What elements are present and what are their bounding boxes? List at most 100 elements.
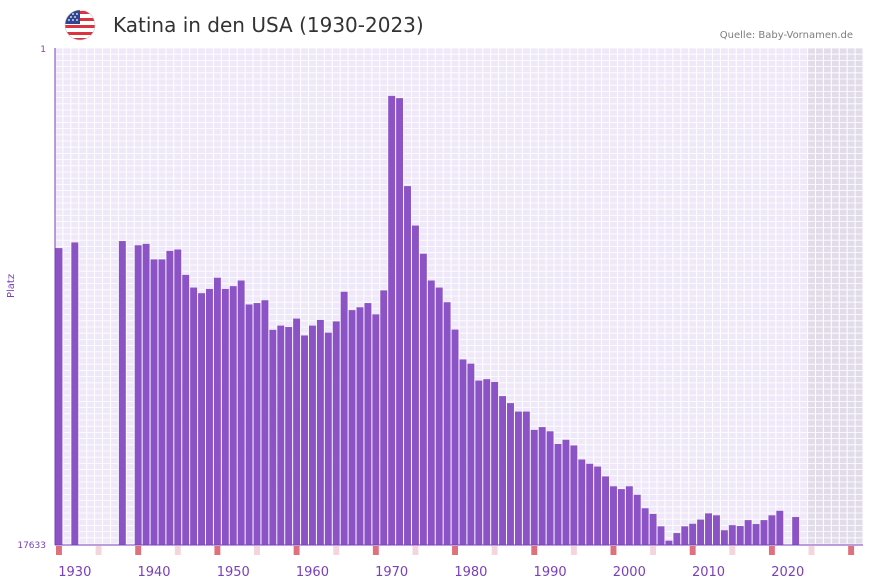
bar-1999 xyxy=(617,489,625,545)
x-tick-label-1930: 1930 xyxy=(58,565,91,580)
bar-1972 xyxy=(404,186,411,545)
bar-1944 xyxy=(182,274,190,545)
x-tick-label-1940: 1940 xyxy=(137,565,170,580)
bar-1983 xyxy=(491,381,499,545)
bar-1960 xyxy=(308,325,316,545)
bar-2006 xyxy=(673,533,681,545)
bar-1982 xyxy=(483,379,491,545)
bar-1959 xyxy=(301,335,308,545)
bar-1970 xyxy=(388,95,396,545)
usa-flag-icon xyxy=(64,9,96,41)
bar-2003 xyxy=(649,513,657,545)
bar-1928 xyxy=(55,248,63,545)
bar-1936 xyxy=(118,241,126,545)
bar-2018 xyxy=(768,515,776,545)
bar-1950 xyxy=(229,286,237,545)
bar-1966 xyxy=(356,307,364,545)
y-tick-label-bottom: 17633 xyxy=(17,541,46,551)
bar-1930 xyxy=(71,242,79,545)
bar-1980 xyxy=(467,363,475,545)
bar-1984 xyxy=(499,396,507,545)
bar-1989 xyxy=(538,427,546,545)
bar-1938 xyxy=(134,245,142,546)
bar-1997 xyxy=(602,476,610,545)
bar-1991 xyxy=(554,444,562,545)
bar-2021 xyxy=(792,517,800,545)
bar-1967 xyxy=(364,303,372,545)
marker-2028 xyxy=(848,546,855,555)
bar-1942 xyxy=(166,250,174,545)
marker-1968 xyxy=(372,546,379,555)
bar-1992 xyxy=(562,439,570,545)
marker-light-1983 xyxy=(491,546,498,555)
marker-light-1933 xyxy=(95,546,102,555)
marker-1948 xyxy=(214,546,221,555)
x-tick-label-1960: 1960 xyxy=(296,565,329,580)
bar-1952 xyxy=(245,304,253,545)
bar-1994 xyxy=(578,459,586,545)
marker-2008 xyxy=(689,546,696,555)
marker-light-1963 xyxy=(333,546,340,555)
bar-2010 xyxy=(705,513,712,545)
bar-1940 xyxy=(150,259,158,545)
bar-1961 xyxy=(316,319,324,545)
marker-light-1993 xyxy=(570,546,577,555)
bar-2009 xyxy=(697,519,705,545)
y-tick-label-top: 1 xyxy=(40,45,46,55)
x-tick-label-2020: 2020 xyxy=(771,565,804,580)
bar-1995 xyxy=(586,463,594,545)
marker-light-1973 xyxy=(412,546,419,555)
x-tick-label-1950: 1950 xyxy=(217,565,250,580)
marker-1978 xyxy=(452,546,458,555)
marker-1958 xyxy=(293,546,300,555)
bar-1986 xyxy=(514,411,522,545)
bar-1954 xyxy=(261,300,269,545)
bar-1946 xyxy=(198,293,206,545)
bar-1958 xyxy=(293,318,301,545)
bar-1947 xyxy=(206,288,213,545)
bar-1955 xyxy=(269,329,277,545)
bar-1975 xyxy=(427,280,435,545)
bar-1939 xyxy=(142,243,150,545)
bar-2015 xyxy=(744,520,752,545)
x-tick-label-1990: 1990 xyxy=(534,565,567,580)
bar-2004 xyxy=(657,526,665,545)
bar-1987 xyxy=(522,411,530,545)
bar-2002 xyxy=(641,508,649,545)
bar-1993 xyxy=(570,445,578,545)
bar-2014 xyxy=(736,526,744,545)
bar-1988 xyxy=(530,429,538,545)
x-tick-label-2000: 2000 xyxy=(613,565,646,580)
marker-2018 xyxy=(768,546,775,555)
bar-2001 xyxy=(633,494,641,545)
bar-1968 xyxy=(372,314,380,545)
future-shade xyxy=(807,48,863,545)
bar-1979 xyxy=(459,359,467,545)
marker-light-2023 xyxy=(808,546,815,555)
bar-2011 xyxy=(712,515,720,545)
bar-2017 xyxy=(760,520,768,545)
bar-2005 xyxy=(665,540,673,545)
bar-2008 xyxy=(689,523,697,545)
bar-1941 xyxy=(158,259,166,545)
x-tick-label-1980: 1980 xyxy=(454,565,487,580)
bar-1964 xyxy=(340,291,348,545)
bar-1957 xyxy=(285,327,293,545)
bar-2007 xyxy=(681,526,689,545)
source-label: Quelle: Baby-Vornamen.de xyxy=(719,30,853,41)
bar-2012 xyxy=(720,530,728,545)
bar-1965 xyxy=(348,310,356,545)
bar-1956 xyxy=(277,325,285,545)
bar-1976 xyxy=(435,287,443,545)
bar-1985 xyxy=(507,403,514,545)
marker-1938 xyxy=(135,546,142,555)
marker-light-2003 xyxy=(650,546,657,555)
marker-1998 xyxy=(610,546,617,555)
bar-2000 xyxy=(625,486,633,545)
bar-1949 xyxy=(221,288,229,545)
bar-1953 xyxy=(253,303,261,545)
marker-1928 xyxy=(56,546,62,555)
bar-1943 xyxy=(174,249,182,545)
bar-1973 xyxy=(411,225,419,545)
